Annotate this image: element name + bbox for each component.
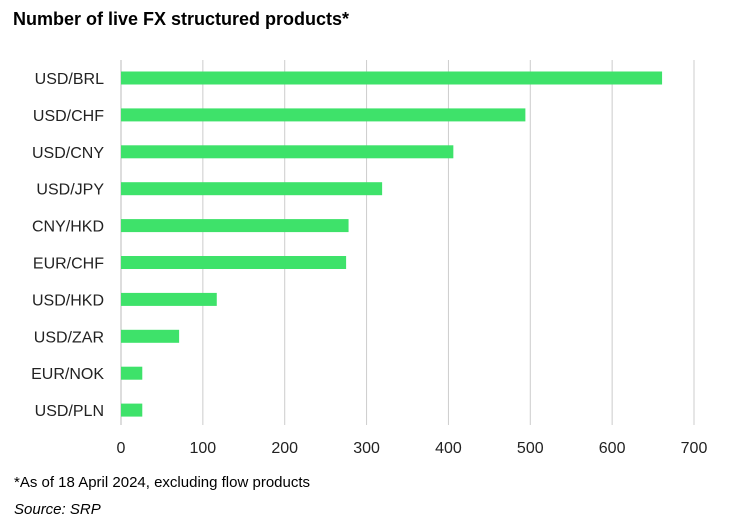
gridlines: [120, 60, 695, 425]
bar: [121, 182, 383, 196]
x-tick-label: 400: [435, 440, 462, 457]
category-label: USD/CHF: [33, 108, 104, 125]
bar: [121, 292, 217, 306]
bar: [121, 403, 143, 417]
bar: [121, 256, 347, 269]
category-label: EUR/NOK: [31, 366, 104, 383]
category-label: USD/ZAR: [34, 329, 104, 346]
bars: [121, 71, 663, 417]
x-tick-label: 100: [190, 440, 217, 457]
x-tick-label: 0: [117, 440, 126, 457]
category-labels: USD/BRL USD/CHF USD/CNY USD/JPY CNY/HKD EUR/C…: [31, 71, 104, 420]
bar: [121, 145, 454, 159]
x-tick-label: 700: [681, 440, 708, 457]
bar-chart: USD/BRL USD/CHF USD/CNY USD/JPY CNY/HKD EUR/C…: [31, 60, 708, 457]
bar: [121, 329, 180, 343]
category-label: USD/CNY: [32, 145, 104, 162]
x-tick-label: 300: [353, 440, 380, 457]
bar: [121, 219, 349, 233]
x-tick-label: 600: [599, 440, 626, 457]
bar: [121, 108, 526, 122]
category-label: CNY/HKD: [32, 219, 104, 236]
x-tick-label: 500: [517, 440, 544, 457]
footnote: *As of 18 April 2024, excluding flow pro…: [14, 474, 311, 491]
category-label: USD/JPY: [36, 182, 104, 199]
source-note: Source: SRP: [14, 501, 101, 518]
category-label: USD/HKD: [32, 292, 104, 309]
bar: [121, 71, 663, 85]
x-axis-ticks: 0 100 200 300 400 500 600 700: [117, 440, 708, 457]
x-tick-label: 200: [271, 440, 298, 457]
bar: [121, 366, 143, 380]
category-label: EUR/CHF: [33, 256, 104, 273]
category-label: USD/BRL: [35, 71, 104, 88]
category-label: USD/PLN: [35, 403, 104, 420]
chart-title: Number of live FX structured products*: [13, 9, 350, 29]
